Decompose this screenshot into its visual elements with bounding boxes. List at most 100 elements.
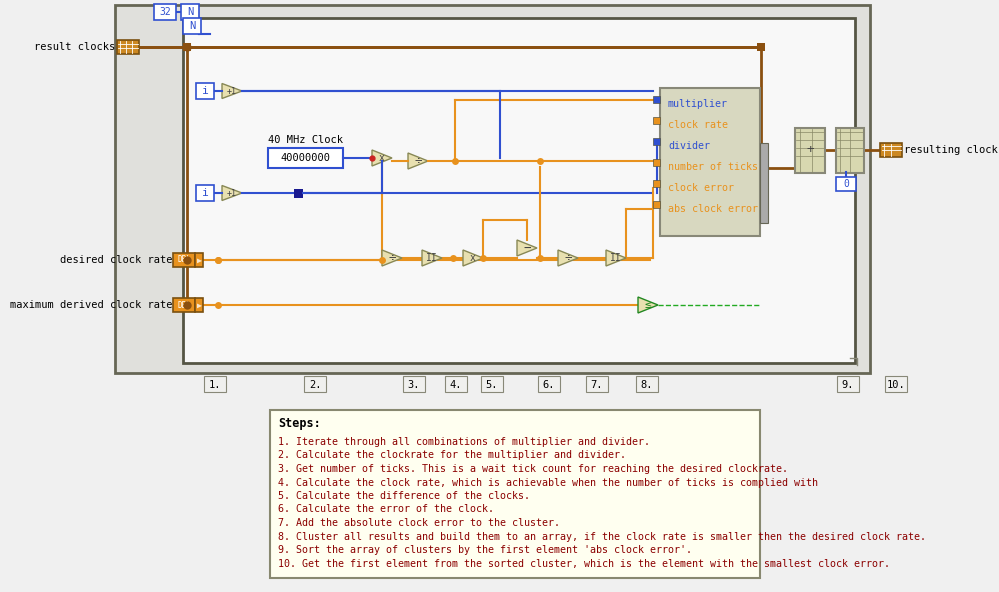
Text: 5.: 5. bbox=[486, 380, 499, 390]
Polygon shape bbox=[638, 297, 658, 313]
Text: N: N bbox=[187, 7, 193, 17]
Text: 0: 0 bbox=[843, 179, 849, 189]
Bar bbox=[195, 253, 203, 267]
Polygon shape bbox=[222, 185, 242, 201]
Bar bbox=[653, 159, 660, 166]
Bar bbox=[481, 376, 503, 392]
Bar bbox=[836, 128, 864, 173]
Bar bbox=[270, 410, 760, 578]
Text: II: II bbox=[610, 253, 621, 263]
Bar bbox=[117, 40, 139, 54]
Text: ≤: ≤ bbox=[644, 300, 651, 310]
Text: ÷: ÷ bbox=[389, 252, 396, 265]
Text: 32: 32 bbox=[159, 7, 171, 17]
Text: II: II bbox=[427, 253, 438, 263]
Bar bbox=[183, 43, 191, 51]
Bar bbox=[653, 96, 660, 103]
Bar bbox=[653, 138, 660, 145]
Text: multiplier: multiplier bbox=[668, 99, 728, 109]
Text: 3. Get number of ticks. This is a wait tick count for reaching the desired clock: 3. Get number of ticks. This is a wait t… bbox=[278, 464, 788, 474]
Polygon shape bbox=[408, 153, 428, 169]
Text: −: − bbox=[523, 242, 530, 255]
Text: maximum derived clock rate: maximum derived clock rate bbox=[10, 300, 172, 310]
Bar bbox=[183, 18, 855, 363]
Text: clock rate: clock rate bbox=[668, 120, 728, 130]
Bar bbox=[795, 128, 825, 173]
Text: 6.: 6. bbox=[542, 380, 555, 390]
Text: 8. Cluster all results and build them to an array, if the clock rate is smaller : 8. Cluster all results and build them to… bbox=[278, 532, 926, 542]
Polygon shape bbox=[222, 83, 242, 98]
Text: Steps:: Steps: bbox=[278, 417, 321, 430]
Bar bbox=[653, 201, 660, 208]
Text: 1.: 1. bbox=[209, 380, 221, 390]
Bar bbox=[173, 253, 195, 267]
Bar bbox=[268, 148, 343, 168]
Text: result clocks: result clocks bbox=[34, 42, 115, 52]
Text: divider: divider bbox=[668, 141, 710, 151]
Bar bbox=[154, 4, 176, 20]
Text: DBL: DBL bbox=[177, 256, 191, 265]
Polygon shape bbox=[463, 250, 483, 266]
Bar bbox=[586, 376, 608, 392]
Text: clock error: clock error bbox=[668, 183, 734, 193]
Text: 8.: 8. bbox=[640, 380, 653, 390]
Polygon shape bbox=[558, 250, 578, 266]
Bar bbox=[181, 4, 199, 20]
Text: 2.: 2. bbox=[309, 380, 322, 390]
Bar bbox=[445, 376, 467, 392]
Bar bbox=[204, 376, 226, 392]
Text: resulting clock: resulting clock bbox=[904, 145, 998, 155]
Bar bbox=[885, 376, 907, 392]
Bar bbox=[757, 43, 765, 51]
Bar bbox=[653, 117, 660, 124]
Text: x: x bbox=[471, 253, 476, 263]
Bar bbox=[173, 298, 195, 312]
Text: N: N bbox=[189, 21, 195, 31]
Bar bbox=[183, 18, 201, 34]
Text: desired clock rate: desired clock rate bbox=[60, 255, 172, 265]
Text: ÷: ÷ bbox=[564, 252, 571, 265]
Polygon shape bbox=[382, 250, 402, 266]
Bar bbox=[195, 298, 203, 312]
Bar bbox=[403, 376, 425, 392]
Text: number of ticks: number of ticks bbox=[668, 162, 758, 172]
Bar bbox=[304, 376, 326, 392]
Text: +1: +1 bbox=[227, 188, 237, 198]
Polygon shape bbox=[517, 240, 537, 256]
Bar bbox=[538, 376, 560, 392]
Text: 1. Iterate through all combinations of multiplier and divider.: 1. Iterate through all combinations of m… bbox=[278, 437, 650, 447]
Text: abs clock error: abs clock error bbox=[668, 204, 758, 214]
Text: i: i bbox=[202, 86, 209, 96]
Text: ▶: ▶ bbox=[197, 256, 202, 265]
Bar bbox=[196, 185, 214, 201]
Text: 7.: 7. bbox=[590, 380, 603, 390]
Polygon shape bbox=[422, 250, 442, 266]
Bar bbox=[660, 88, 760, 236]
Text: 10.: 10. bbox=[887, 380, 905, 390]
Text: 10. Get the first element from the sorted cluster, which is the element with the: 10. Get the first element from the sorte… bbox=[278, 558, 890, 568]
Bar bbox=[836, 177, 856, 191]
Text: x: x bbox=[379, 153, 385, 163]
Text: 2. Calculate the clockrate for the multiplier and divider.: 2. Calculate the clockrate for the multi… bbox=[278, 451, 626, 461]
Text: 5. Calculate the difference of the clocks.: 5. Calculate the difference of the clock… bbox=[278, 491, 530, 501]
Bar bbox=[837, 376, 859, 392]
Bar bbox=[636, 376, 658, 392]
Text: +1: +1 bbox=[227, 86, 237, 95]
Bar bbox=[880, 143, 902, 157]
Polygon shape bbox=[606, 250, 626, 266]
Bar bbox=[115, 5, 870, 373]
Text: 6. Calculate the error of the clock.: 6. Calculate the error of the clock. bbox=[278, 504, 494, 514]
Text: DBL: DBL bbox=[177, 301, 191, 310]
Text: i: i bbox=[202, 188, 209, 198]
Polygon shape bbox=[372, 150, 392, 166]
Text: 7. Add the absolute clock error to the cluster.: 7. Add the absolute clock error to the c… bbox=[278, 518, 560, 528]
Bar bbox=[294, 189, 303, 198]
Text: 4. Calculate the clock rate, which is achievable when the number of ticks is com: 4. Calculate the clock rate, which is ac… bbox=[278, 478, 818, 487]
Text: 40000000: 40000000 bbox=[280, 153, 330, 163]
Text: 9.: 9. bbox=[842, 380, 854, 390]
Bar bbox=[196, 83, 214, 99]
Text: ÷: ÷ bbox=[415, 155, 422, 168]
Bar bbox=[760, 143, 768, 223]
Text: 9. Sort the array of clusters by the first element 'abs clock error'.: 9. Sort the array of clusters by the fir… bbox=[278, 545, 692, 555]
Text: +: + bbox=[806, 143, 814, 156]
